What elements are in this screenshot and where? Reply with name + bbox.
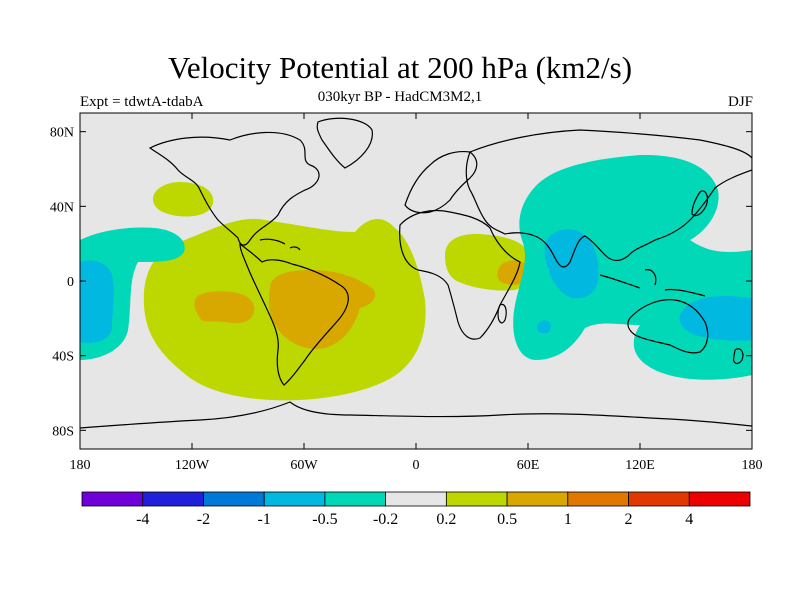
colorbar-swatch xyxy=(385,491,447,507)
coast-asia xyxy=(465,129,752,268)
colorbar-label: -0.2 xyxy=(373,511,398,528)
colorbar-swatch xyxy=(81,491,144,507)
colorbar-swatch xyxy=(142,491,204,507)
colorbar-swatch xyxy=(506,491,569,507)
positive-core-pacific xyxy=(194,291,255,324)
lon-tick-label: 0 xyxy=(413,458,420,473)
positive-core-south-america xyxy=(268,270,376,349)
colorbar-label: 0.2 xyxy=(436,511,456,528)
colorbar-label: -2 xyxy=(197,511,210,528)
colorbar-label: -0.5 xyxy=(312,511,337,528)
positive-region-north-america xyxy=(152,182,214,217)
coast-north-america xyxy=(148,131,320,246)
colorbar-swatch xyxy=(628,491,690,507)
colorbar-swatch xyxy=(324,491,387,507)
colorbar-label: -4 xyxy=(136,511,149,528)
colorbar-label: 1 xyxy=(564,511,572,528)
longitude-axis: 180 120W 60W 0 60E 120E 180 xyxy=(70,113,763,473)
colorbar-swatch xyxy=(263,491,326,507)
colorbar-swatch xyxy=(567,491,629,507)
colorbar-label: 0.5 xyxy=(497,511,517,528)
coast-japan xyxy=(691,190,709,217)
latitude-axis: 80N 40N 0 40S 80S xyxy=(50,126,752,439)
coast-europe xyxy=(404,150,478,214)
lon-tick-label: 60E xyxy=(517,458,540,473)
colorbar: -4 -2 -1 -0.5 -0.2 0.2 0.5 1 2 4 xyxy=(81,491,751,528)
lat-tick-label: 0 xyxy=(67,275,74,290)
colorbar-label: 4 xyxy=(685,511,693,528)
negative-core-australia xyxy=(679,295,752,341)
colorbar-label: -1 xyxy=(258,511,271,528)
colorbar-swatch xyxy=(688,491,751,507)
coast-caribbean xyxy=(259,238,301,251)
lon-tick-label: 180 xyxy=(70,458,91,473)
negative-core-pacific-west xyxy=(80,260,114,343)
experiment-label: Expt = tdwtA-tdabA xyxy=(80,94,204,110)
coast-australia xyxy=(627,299,709,354)
coast-south-america xyxy=(239,242,349,386)
positive-core-africa xyxy=(497,260,530,285)
coast-antarctica xyxy=(80,401,752,429)
lat-tick-label: 80S xyxy=(52,424,74,439)
lon-tick-label: 180 xyxy=(742,458,763,473)
coast-africa xyxy=(399,209,521,340)
colorbar-label: 2 xyxy=(625,511,633,528)
negative-core-small xyxy=(537,320,551,334)
lat-tick-label: 40S xyxy=(52,350,74,365)
season-label: DJF xyxy=(727,94,753,110)
lat-tick-label: 40N xyxy=(50,200,74,215)
coastlines xyxy=(80,117,752,429)
lon-tick-label: 60W xyxy=(290,458,318,473)
lon-tick-label: 120E xyxy=(625,458,655,473)
coast-maritime-continent xyxy=(599,269,706,297)
lon-tick-label: 120W xyxy=(175,458,210,473)
coast-new-zealand xyxy=(733,348,744,365)
colorbar-swatch xyxy=(445,491,508,507)
coast-greenland xyxy=(316,117,373,169)
coast-madagascar xyxy=(497,303,507,324)
map-title: Velocity Potential at 200 hPa (km2/s) xyxy=(167,50,633,85)
map-subtitle: 030kyr BP - HadCM3M2,1 xyxy=(317,89,483,105)
colorbar-swatch xyxy=(203,491,265,507)
lat-tick-label: 80N xyxy=(50,126,74,141)
negative-core-indian xyxy=(544,229,599,299)
